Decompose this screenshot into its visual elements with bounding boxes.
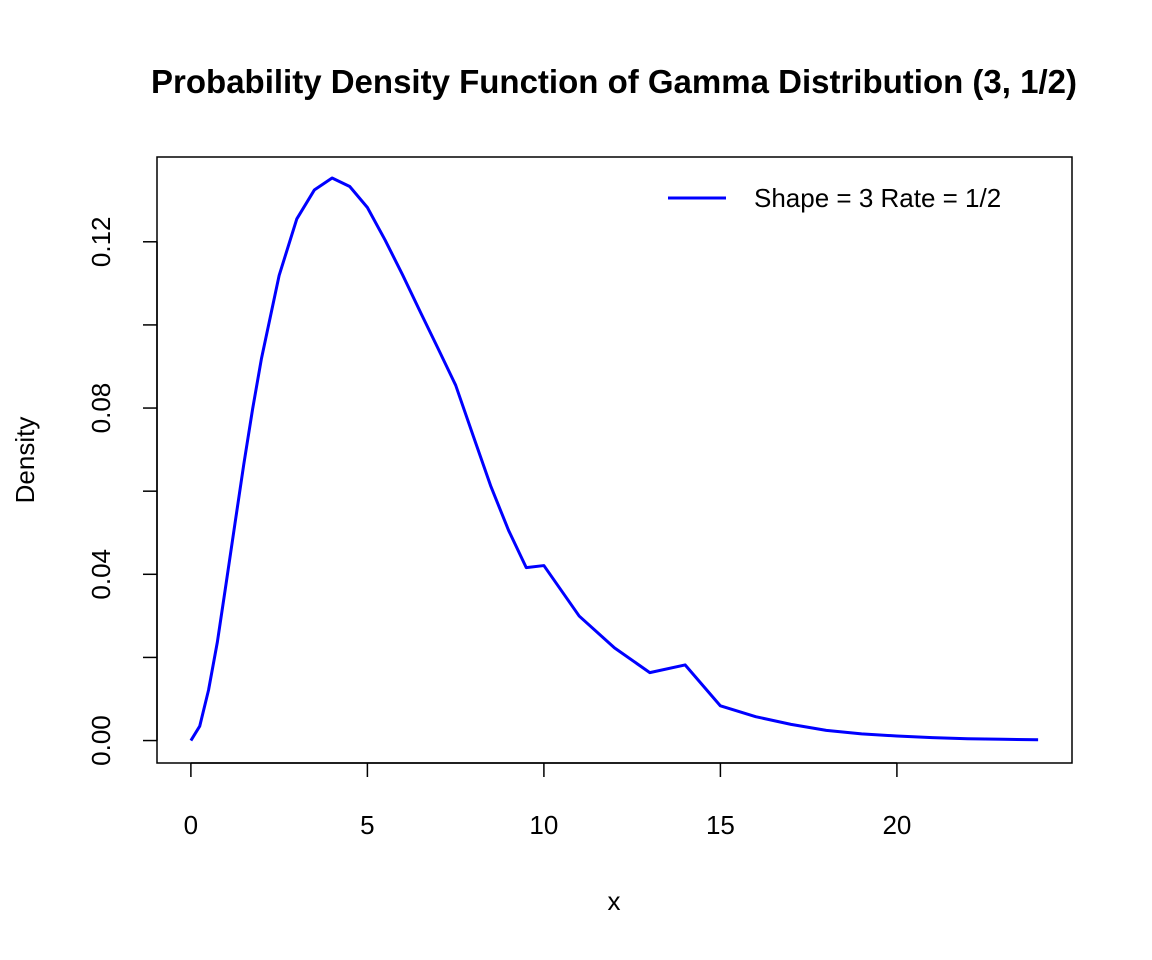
series-line [189, 176, 1039, 742]
x-tick-label: 15 [706, 810, 735, 840]
series-layer [189, 176, 1039, 742]
legend-entry-label: Shape = 3 Rate = 1/2 [754, 183, 1001, 213]
x-tick-label: 20 [882, 810, 911, 840]
legend: Shape = 3 Rate = 1/2 [668, 183, 1001, 213]
y-axis: 0.00 0.04 0.08 0.12 [86, 216, 158, 766]
y-axis-label: Density [10, 417, 40, 504]
plot-area-frame [156, 156, 1073, 764]
y-tick-label: 0.08 [86, 383, 116, 434]
x-axis: 0 5 10 15 20 [184, 762, 911, 840]
y-tick-label: 0.04 [86, 549, 116, 600]
x-axis-label: x [608, 886, 621, 916]
x-tick-label: 5 [360, 810, 374, 840]
y-tick-label: 0.00 [86, 715, 116, 766]
x-tick-label: 0 [184, 810, 198, 840]
y-tick-label: 0.12 [86, 216, 116, 267]
x-tick-label: 10 [529, 810, 558, 840]
chart-title: Probability Density Function of Gamma Di… [151, 63, 1077, 100]
